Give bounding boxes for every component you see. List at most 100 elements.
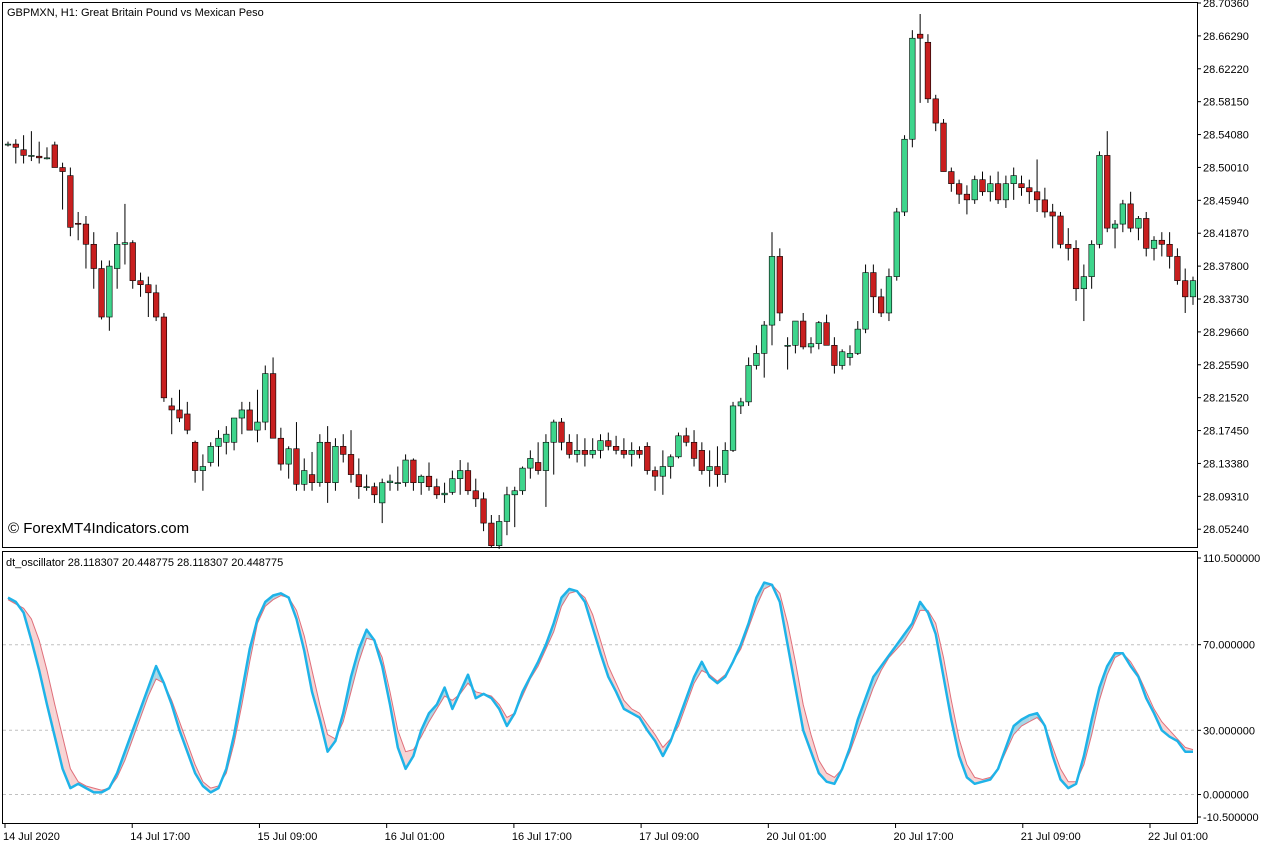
- oscillator-fill-segment: [623, 700, 632, 714]
- candle-bear: [246, 409, 253, 431]
- candle-bear: [433, 486, 440, 496]
- price-tick-label: 28.29660: [1203, 327, 1249, 339]
- time-tick-label: 16 Jul 17:00: [512, 831, 572, 843]
- candle-bear: [1174, 256, 1181, 281]
- candle-bear: [620, 450, 627, 455]
- time-tick-label: 16 Jul 01:00: [385, 831, 445, 843]
- candle-bear: [137, 280, 144, 285]
- candle-bear: [581, 450, 589, 455]
- candle-bear: [129, 242, 136, 281]
- candle-bear: [75, 222, 82, 225]
- candle-bull: [628, 450, 635, 455]
- candle-bull: [901, 138, 908, 213]
- candle-bear: [67, 175, 74, 228]
- candle-bear: [644, 446, 651, 471]
- price-tick-label: 28.25590: [1203, 360, 1249, 372]
- price-tick-label: 28.66290: [1203, 31, 1249, 43]
- candle-bear: [698, 450, 705, 471]
- candle-bear: [870, 272, 877, 298]
- candle-bull: [1002, 183, 1010, 201]
- candle-bear: [355, 474, 362, 488]
- candle-bear: [1072, 248, 1080, 290]
- oscillator-fill-segment: [803, 704, 811, 752]
- candle-bear: [823, 322, 830, 346]
- candle-bull: [441, 492, 448, 496]
- time-tick-label: 15 Jul 09:00: [257, 831, 317, 843]
- time-tick-label: 22 Jul 01:00: [1148, 831, 1208, 843]
- oscillator-fill-segment: [312, 670, 320, 720]
- candle-bull: [1080, 276, 1087, 290]
- oscillator-lines: [7, 581, 1194, 794]
- osc-tick-label: 70.000000: [1203, 640, 1255, 652]
- candle-bull: [761, 324, 768, 354]
- main-panel-frame: [2, 2, 1198, 548]
- price-tick-label: 28.13380: [1203, 458, 1249, 470]
- candle-bear: [932, 98, 939, 124]
- candle-bull: [839, 351, 846, 366]
- candle-bull: [394, 482, 401, 484]
- candle-bull: [402, 459, 409, 483]
- time-tick-label: 20 Jul 17:00: [894, 831, 954, 843]
- candle-bear: [878, 296, 885, 314]
- candle-bull: [667, 456, 674, 467]
- candle-bear: [979, 179, 986, 193]
- candle-bear: [1182, 280, 1189, 298]
- indicator-label: dt_oscillator 28.118307 20.448775 28.118…: [6, 557, 283, 569]
- candle-bear: [425, 475, 433, 488]
- candle-bull: [675, 435, 682, 458]
- candle-bull: [207, 446, 214, 463]
- candle-bear: [1158, 239, 1165, 245]
- candle-bull: [230, 417, 238, 443]
- price-axis: 28.70360 28.66290 28.62220 28.58150 28.54080…: [1197, 0, 1249, 536]
- osc-tick-label: 110.500000: [1203, 553, 1260, 565]
- candle-bull: [1096, 155, 1103, 245]
- candle-bull: [379, 482, 386, 504]
- candle-bull: [457, 470, 464, 479]
- oscillator-fill-segment: [39, 640, 47, 705]
- candle-bull: [1135, 218, 1142, 229]
- candle-bear: [1049, 211, 1056, 217]
- candle-bull: [511, 490, 518, 496]
- candle-bear: [940, 122, 947, 172]
- candle-bear: [59, 167, 66, 172]
- oscillator-fill-segment: [428, 704, 437, 722]
- candle-bull: [745, 365, 752, 403]
- time-tick-label: 21 Jul 09:00: [1021, 831, 1081, 843]
- candle-bull: [854, 328, 861, 354]
- candle-bull: [753, 353, 760, 366]
- candle-bear: [1057, 215, 1064, 245]
- candle-bull: [722, 450, 729, 475]
- candle-bull: [1189, 280, 1197, 298]
- osc-tick-label: -10.500000: [1203, 812, 1259, 824]
- candle-bull: [807, 343, 815, 348]
- candle-bear: [98, 268, 105, 318]
- candle-bull: [262, 373, 269, 423]
- candle-bear: [612, 446, 620, 451]
- candle-bear: [1127, 203, 1134, 229]
- candle-bear: [776, 256, 783, 314]
- candle-bear: [1065, 243, 1072, 249]
- oscillator-fill-segment: [62, 736, 71, 789]
- candle-bear: [340, 446, 347, 455]
- candle-bull: [1150, 239, 1158, 249]
- candle-bear: [924, 41, 932, 100]
- candle-bear: [1018, 183, 1025, 189]
- candle-bear: [153, 292, 160, 318]
- candle-bear: [269, 373, 277, 439]
- candle-bear: [690, 441, 698, 459]
- price-tick-label: 28.45940: [1203, 195, 1249, 207]
- candle-bull: [893, 211, 900, 277]
- oscillator-fill-segment: [397, 730, 406, 769]
- oscillator-fill-segment: [810, 734, 819, 774]
- candle-bear: [347, 454, 355, 475]
- candle-bear: [566, 441, 573, 455]
- price-tick-label: 28.62220: [1203, 64, 1249, 76]
- candle-bear: [472, 490, 479, 500]
- candle-bear: [651, 470, 659, 477]
- candle-bear: [410, 459, 417, 483]
- candle-bull: [885, 276, 893, 314]
- candle-bull: [238, 409, 245, 419]
- candlesticks: [4, 13, 1197, 549]
- candle-bull: [792, 320, 799, 346]
